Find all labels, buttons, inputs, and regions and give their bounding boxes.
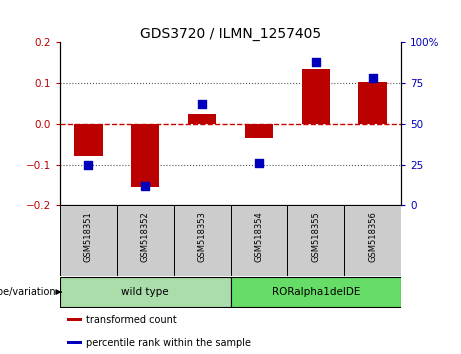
Bar (344, 205, 401, 276)
Point (255, 160, 263, 166)
Point (312, 59, 319, 65)
Text: percentile rank within the sample: percentile rank within the sample (85, 338, 250, 348)
Text: genotype/variation: genotype/variation (0, 287, 57, 297)
Bar (287, 205, 344, 276)
Bar (131, 124, 160, 187)
Bar (67, 318, 82, 321)
Point (85, 162, 92, 167)
Text: GSM518352: GSM518352 (141, 211, 150, 262)
Text: GSM518351: GSM518351 (84, 211, 93, 262)
Bar (174, 205, 230, 276)
Text: wild type: wild type (121, 287, 169, 297)
Bar (358, 82, 387, 124)
Text: GSM518356: GSM518356 (368, 211, 377, 262)
Bar (67, 341, 82, 344)
Bar (230, 278, 401, 307)
Text: GSM518354: GSM518354 (254, 211, 263, 262)
Bar (245, 124, 273, 138)
Text: transformed count: transformed count (85, 315, 176, 325)
Bar (301, 69, 330, 124)
Title: GDS3720 / ILMN_1257405: GDS3720 / ILMN_1257405 (140, 28, 321, 41)
Bar (188, 114, 216, 124)
Text: GSM518353: GSM518353 (198, 211, 207, 262)
Bar (60, 278, 230, 307)
Bar (60, 205, 117, 276)
Bar (117, 205, 174, 276)
Text: GSM518355: GSM518355 (311, 211, 320, 262)
Bar (230, 205, 287, 276)
Bar (74, 124, 102, 156)
Point (198, 102, 206, 107)
Point (142, 183, 149, 189)
Point (369, 75, 376, 81)
Text: RORalpha1delDE: RORalpha1delDE (272, 287, 360, 297)
